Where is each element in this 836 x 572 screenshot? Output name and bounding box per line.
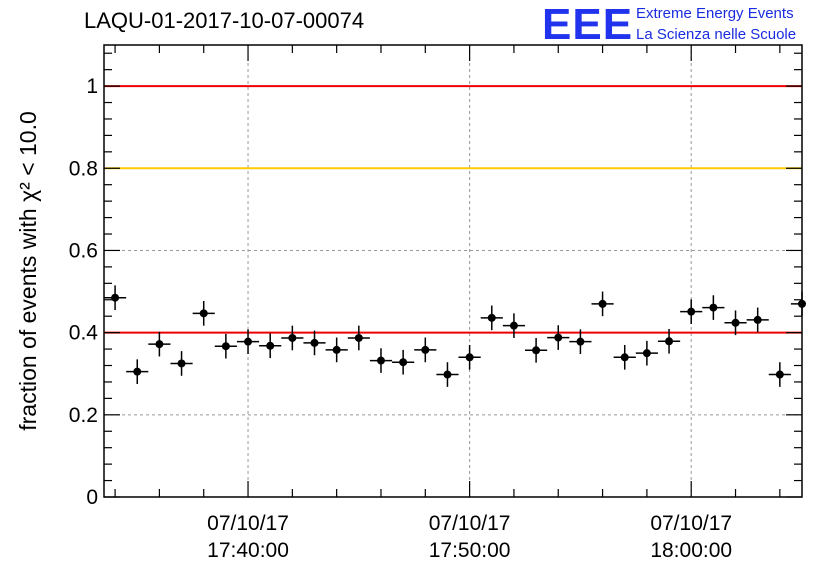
y-tick-label: 0.2 xyxy=(69,404,98,427)
data-point xyxy=(598,299,607,308)
eee-logo: EEE Extreme Energy Events La Scienza nel… xyxy=(540,0,830,49)
data-point xyxy=(487,313,496,322)
data-point xyxy=(266,341,275,350)
data-point xyxy=(443,370,452,379)
y-tick-label: 0.4 xyxy=(69,322,99,345)
data-point xyxy=(798,299,806,308)
x-tick-label-time: 17:50:00 xyxy=(429,539,511,562)
data-point xyxy=(332,345,341,354)
x-tick-label-date: 07/10/17 xyxy=(650,512,732,535)
logo-text-line2: La Scienza nelle Scuole xyxy=(636,26,797,43)
y-axis-label: fraction of events with χ² < 10.0 xyxy=(15,111,41,431)
data-point xyxy=(709,303,718,312)
y-tick-label: 0.8 xyxy=(69,157,98,180)
data-point xyxy=(465,353,474,362)
data-point xyxy=(642,349,651,358)
data-point xyxy=(731,318,740,327)
data-point xyxy=(155,340,164,349)
data-point xyxy=(665,337,674,346)
eee-logo-mark: EEE xyxy=(542,0,634,49)
data-point xyxy=(753,315,762,324)
data-point xyxy=(244,337,253,346)
data-point xyxy=(221,342,230,351)
data-point xyxy=(554,333,563,342)
data-point xyxy=(288,333,297,342)
data-point xyxy=(775,370,784,379)
x-tick-label-date: 07/10/17 xyxy=(429,512,511,535)
logo-text-line1: Extreme Energy Events xyxy=(636,5,794,22)
data-point xyxy=(509,321,518,330)
data-point xyxy=(532,346,541,355)
data-point xyxy=(687,307,696,316)
data-point xyxy=(576,337,585,346)
y-tick-label: 0.6 xyxy=(69,239,98,262)
data-point xyxy=(354,333,363,342)
data-point xyxy=(133,367,142,376)
y-tick-label: 1 xyxy=(86,75,98,98)
data-point xyxy=(620,353,629,362)
chart-title: LAQU-01-2017-10-07-00074 xyxy=(84,8,365,33)
x-tick-label-date: 07/10/17 xyxy=(207,512,289,535)
x-tick-label-time: 17:40:00 xyxy=(207,539,289,562)
x-tick-label-time: 18:00:00 xyxy=(650,539,732,562)
data-point xyxy=(199,309,208,318)
data-point xyxy=(421,345,430,354)
data-point xyxy=(399,358,408,367)
plot-frame xyxy=(103,44,803,498)
y-tick-label: 0 xyxy=(86,486,98,509)
data-point xyxy=(310,338,319,347)
data-point xyxy=(177,359,186,368)
data-point xyxy=(111,293,120,302)
data-point xyxy=(376,356,385,365)
